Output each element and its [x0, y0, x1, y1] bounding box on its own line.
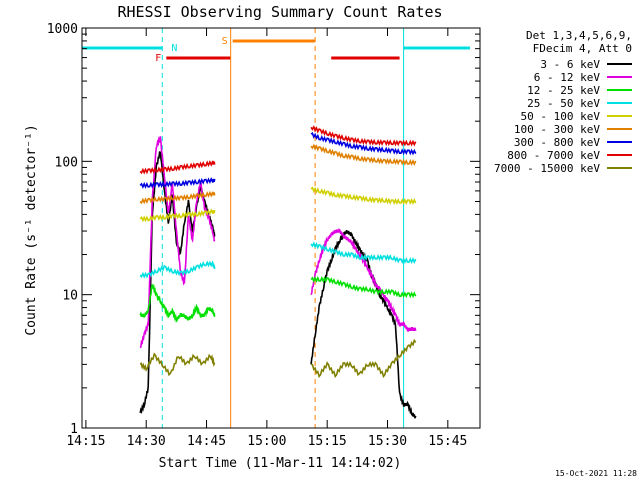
series-line: [139, 283, 216, 323]
series-line: [139, 208, 216, 223]
series-line: [310, 275, 417, 299]
plot-frame: [81, 27, 481, 429]
series-line: [310, 229, 417, 419]
x-axis-label: Start Time (11-Mar-11 14:14:02): [159, 456, 402, 471]
legend-label: 100 - 300 keV: [514, 123, 600, 136]
flare-flag-label: F: [155, 53, 161, 64]
series-line: [139, 177, 216, 189]
x-tick-label: 15:45: [428, 434, 467, 449]
y-axis-label: Count Rate (s⁻¹ detector⁻¹): [24, 124, 39, 335]
observing-flags: NF S: [82, 28, 481, 428]
legend-label: 300 - 800 keV: [514, 136, 600, 149]
x-tick-label: 15:15: [308, 434, 347, 449]
legend-label: 800 - 7000 keV: [507, 149, 600, 162]
y-tick-label: 1: [70, 422, 78, 437]
plot-timestamp: 15-Oct-2021 11:28: [555, 469, 637, 478]
series-line: [310, 338, 417, 379]
chart-title: RHESSI Observing Summary Count Rates: [117, 3, 442, 21]
legend-label: 6 - 12 keV: [534, 71, 601, 84]
series-line: [310, 131, 417, 156]
series-line: [139, 190, 216, 205]
axes: 14:15 14:30 14:45 15:00 15:15 15:30 15:45 1 10 10…: [47, 22, 480, 449]
legend: Det 1,3,4,5,6,9,FDecim 4, Att 0 3 - 6 keV…: [494, 29, 632, 175]
night-flag-label: N: [171, 43, 177, 54]
legend-label: 3 - 6 keV: [540, 58, 600, 71]
legend-header-line: Det 1,3,4,5,6,9,: [526, 29, 632, 42]
legend-label: 7000 - 15000 keV: [494, 162, 600, 175]
y-tick-label: 1000: [47, 22, 78, 37]
y-tick-label: 100: [55, 155, 78, 170]
legend-header-line: FDecim 4, Att 0: [533, 42, 632, 55]
series-line: [310, 241, 417, 265]
saa-flag-label: S: [222, 36, 228, 47]
y-tick-label: 10: [62, 289, 78, 304]
series-line: [139, 352, 216, 377]
series-line: [310, 143, 417, 166]
x-tick-label: 14:15: [66, 434, 105, 449]
x-tick-label: 15:30: [368, 434, 407, 449]
x-tick-label: 15:00: [247, 434, 286, 449]
legend-label: 25 - 50 keV: [527, 97, 600, 110]
series-line: [139, 136, 216, 349]
series-layer: [139, 125, 417, 419]
legend-label: 12 - 25 keV: [527, 84, 600, 97]
series-line: [310, 186, 417, 206]
series-line: [310, 125, 417, 147]
series-line: [139, 260, 216, 279]
legend-label: 50 - 100 keV: [521, 110, 601, 123]
x-tick-label: 14:45: [187, 434, 226, 449]
x-tick-label: 14:30: [127, 434, 166, 449]
series-line: [139, 160, 216, 175]
